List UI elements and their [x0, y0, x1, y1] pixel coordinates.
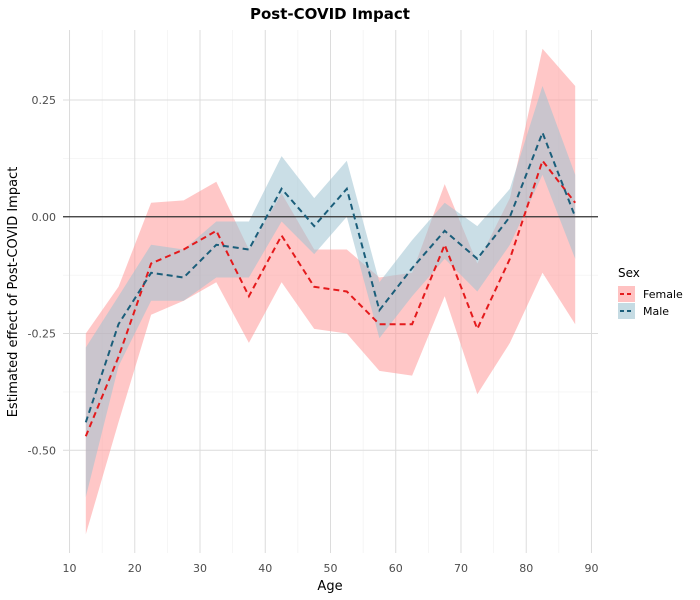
- confidence-ribbons: [85, 48, 576, 535]
- x-tick-label: 70: [454, 562, 468, 575]
- y-tick-label: 0.00: [32, 211, 57, 224]
- legend-title: Sex: [618, 266, 640, 280]
- legend-key-male: [618, 303, 635, 319]
- legend-key-female: [618, 286, 635, 302]
- line-female: [84, 158, 576, 437]
- legend-items: Female Male: [618, 286, 683, 319]
- y-axis-title: Estimated effect of Post-COVID Impact: [6, 167, 21, 418]
- x-tick-label: 50: [324, 562, 338, 575]
- x-axis-title: Age: [317, 579, 342, 594]
- legend-label-male: Male: [643, 305, 669, 318]
- x-tick-label: 80: [519, 562, 533, 575]
- chart-title: Post-COVID Impact: [250, 5, 410, 23]
- x-tick-label: 90: [584, 562, 598, 575]
- ribbon-female: [85, 48, 576, 535]
- x-tick-label: 60: [389, 562, 403, 575]
- x-tick-label: 20: [128, 562, 142, 575]
- y-tick-label: -0.50: [28, 444, 56, 457]
- y-tick-label: -0.25: [28, 328, 56, 341]
- legend: Sex Female Male: [618, 266, 683, 319]
- x-tick-label: 10: [63, 562, 77, 575]
- legend-label-female: Female: [643, 288, 683, 301]
- line-male: [84, 129, 577, 423]
- x-axis-ticks: 10 20 30 40 50 60 70 80 90: [63, 562, 599, 575]
- y-axis-ticks: -0.50 -0.25 0.00 0.25: [28, 94, 56, 457]
- y-tick-label: 0.25: [32, 94, 57, 107]
- ribbon-male: [85, 86, 576, 497]
- x-tick-label: 40: [258, 562, 272, 575]
- x-tick-label: 30: [193, 562, 207, 575]
- series-lines: [84, 129, 577, 437]
